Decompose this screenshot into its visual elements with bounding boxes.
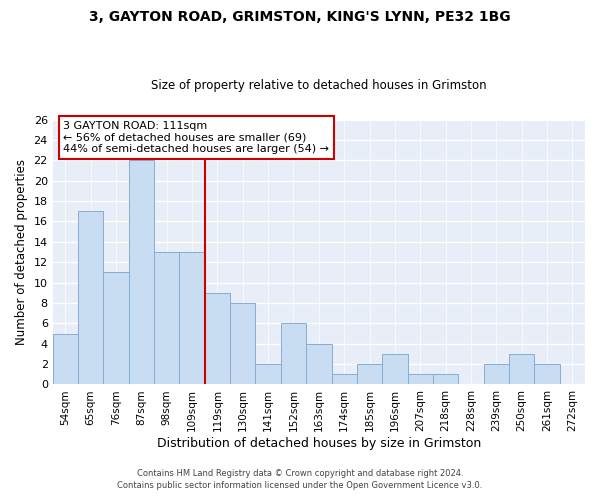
Bar bbox=[357, 364, 382, 384]
Text: Contains HM Land Registry data © Crown copyright and database right 2024.
Contai: Contains HM Land Registry data © Crown c… bbox=[118, 468, 482, 490]
Bar bbox=[129, 160, 154, 384]
Bar bbox=[407, 374, 433, 384]
Bar bbox=[78, 212, 103, 384]
Title: Size of property relative to detached houses in Grimston: Size of property relative to detached ho… bbox=[151, 79, 487, 92]
Bar bbox=[230, 303, 256, 384]
Bar bbox=[154, 252, 179, 384]
Bar bbox=[509, 354, 535, 384]
Bar bbox=[53, 334, 78, 384]
Bar bbox=[306, 344, 332, 384]
Bar bbox=[103, 272, 129, 384]
Bar bbox=[281, 324, 306, 384]
Bar bbox=[332, 374, 357, 384]
Bar bbox=[179, 252, 205, 384]
Bar bbox=[535, 364, 560, 384]
Bar bbox=[484, 364, 509, 384]
Text: 3, GAYTON ROAD, GRIMSTON, KING'S LYNN, PE32 1BG: 3, GAYTON ROAD, GRIMSTON, KING'S LYNN, P… bbox=[89, 10, 511, 24]
Text: 3 GAYTON ROAD: 111sqm
← 56% of detached houses are smaller (69)
44% of semi-deta: 3 GAYTON ROAD: 111sqm ← 56% of detached … bbox=[64, 121, 329, 154]
Bar bbox=[256, 364, 281, 384]
Y-axis label: Number of detached properties: Number of detached properties bbox=[15, 159, 28, 345]
X-axis label: Distribution of detached houses by size in Grimston: Distribution of detached houses by size … bbox=[157, 437, 481, 450]
Bar bbox=[382, 354, 407, 384]
Bar bbox=[433, 374, 458, 384]
Bar bbox=[205, 293, 230, 384]
